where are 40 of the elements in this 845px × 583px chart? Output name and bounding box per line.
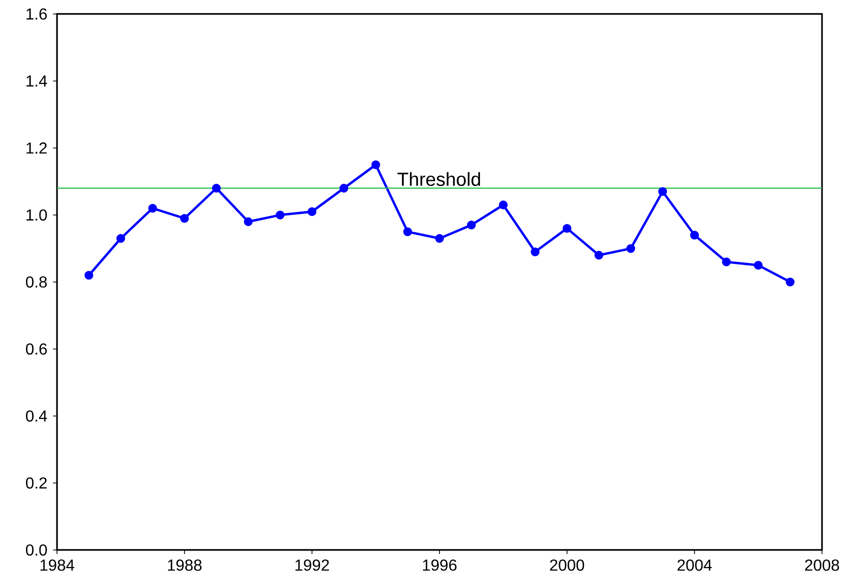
- point: [786, 278, 795, 286]
- y-tick-label: 0.4: [26, 410, 48, 422]
- x-tick-label: 1992: [295, 560, 329, 571]
- point: [690, 230, 699, 240]
- point: [403, 227, 412, 236]
- y-tick-label: 0.2: [26, 477, 47, 489]
- y-tick-label: 0.8: [26, 276, 47, 288]
- y-tick-label: 1.2: [26, 142, 47, 154]
- point: [626, 244, 636, 253]
- y-tick-label: 0.0: [26, 544, 47, 556]
- point: [339, 184, 348, 193]
- point: [435, 234, 444, 243]
- ref-line-label: Threshold: [398, 172, 480, 186]
- x-tick-label: 1984: [40, 560, 74, 571]
- point: [116, 234, 126, 243]
- point: [754, 260, 763, 270]
- point: [148, 204, 158, 213]
- point: [212, 184, 221, 193]
- point: [658, 187, 668, 196]
- point: [498, 200, 508, 210]
- point: [276, 210, 285, 220]
- point: [722, 257, 731, 266]
- y-tick-label: 1.6: [26, 8, 47, 20]
- point: [84, 270, 94, 280]
- x-tick-label: 2008: [805, 560, 840, 571]
- point: [308, 207, 316, 216]
- point: [180, 214, 189, 223]
- point: [530, 247, 540, 256]
- point: [466, 220, 476, 230]
- y-tick-label: 1.4: [26, 76, 48, 86]
- y-tick-label: 1.0: [26, 209, 47, 221]
- x-tick-label: 1996: [423, 560, 457, 571]
- x-tick-label: 2000: [550, 560, 584, 571]
- y-tick-label: 0.6: [26, 343, 47, 355]
- point: [594, 250, 604, 260]
- point: [562, 224, 572, 233]
- point: [244, 217, 253, 226]
- x-tick-label: 2004: [678, 560, 712, 571]
- point: [371, 160, 380, 170]
- x-tick-label: 1988: [168, 560, 202, 571]
